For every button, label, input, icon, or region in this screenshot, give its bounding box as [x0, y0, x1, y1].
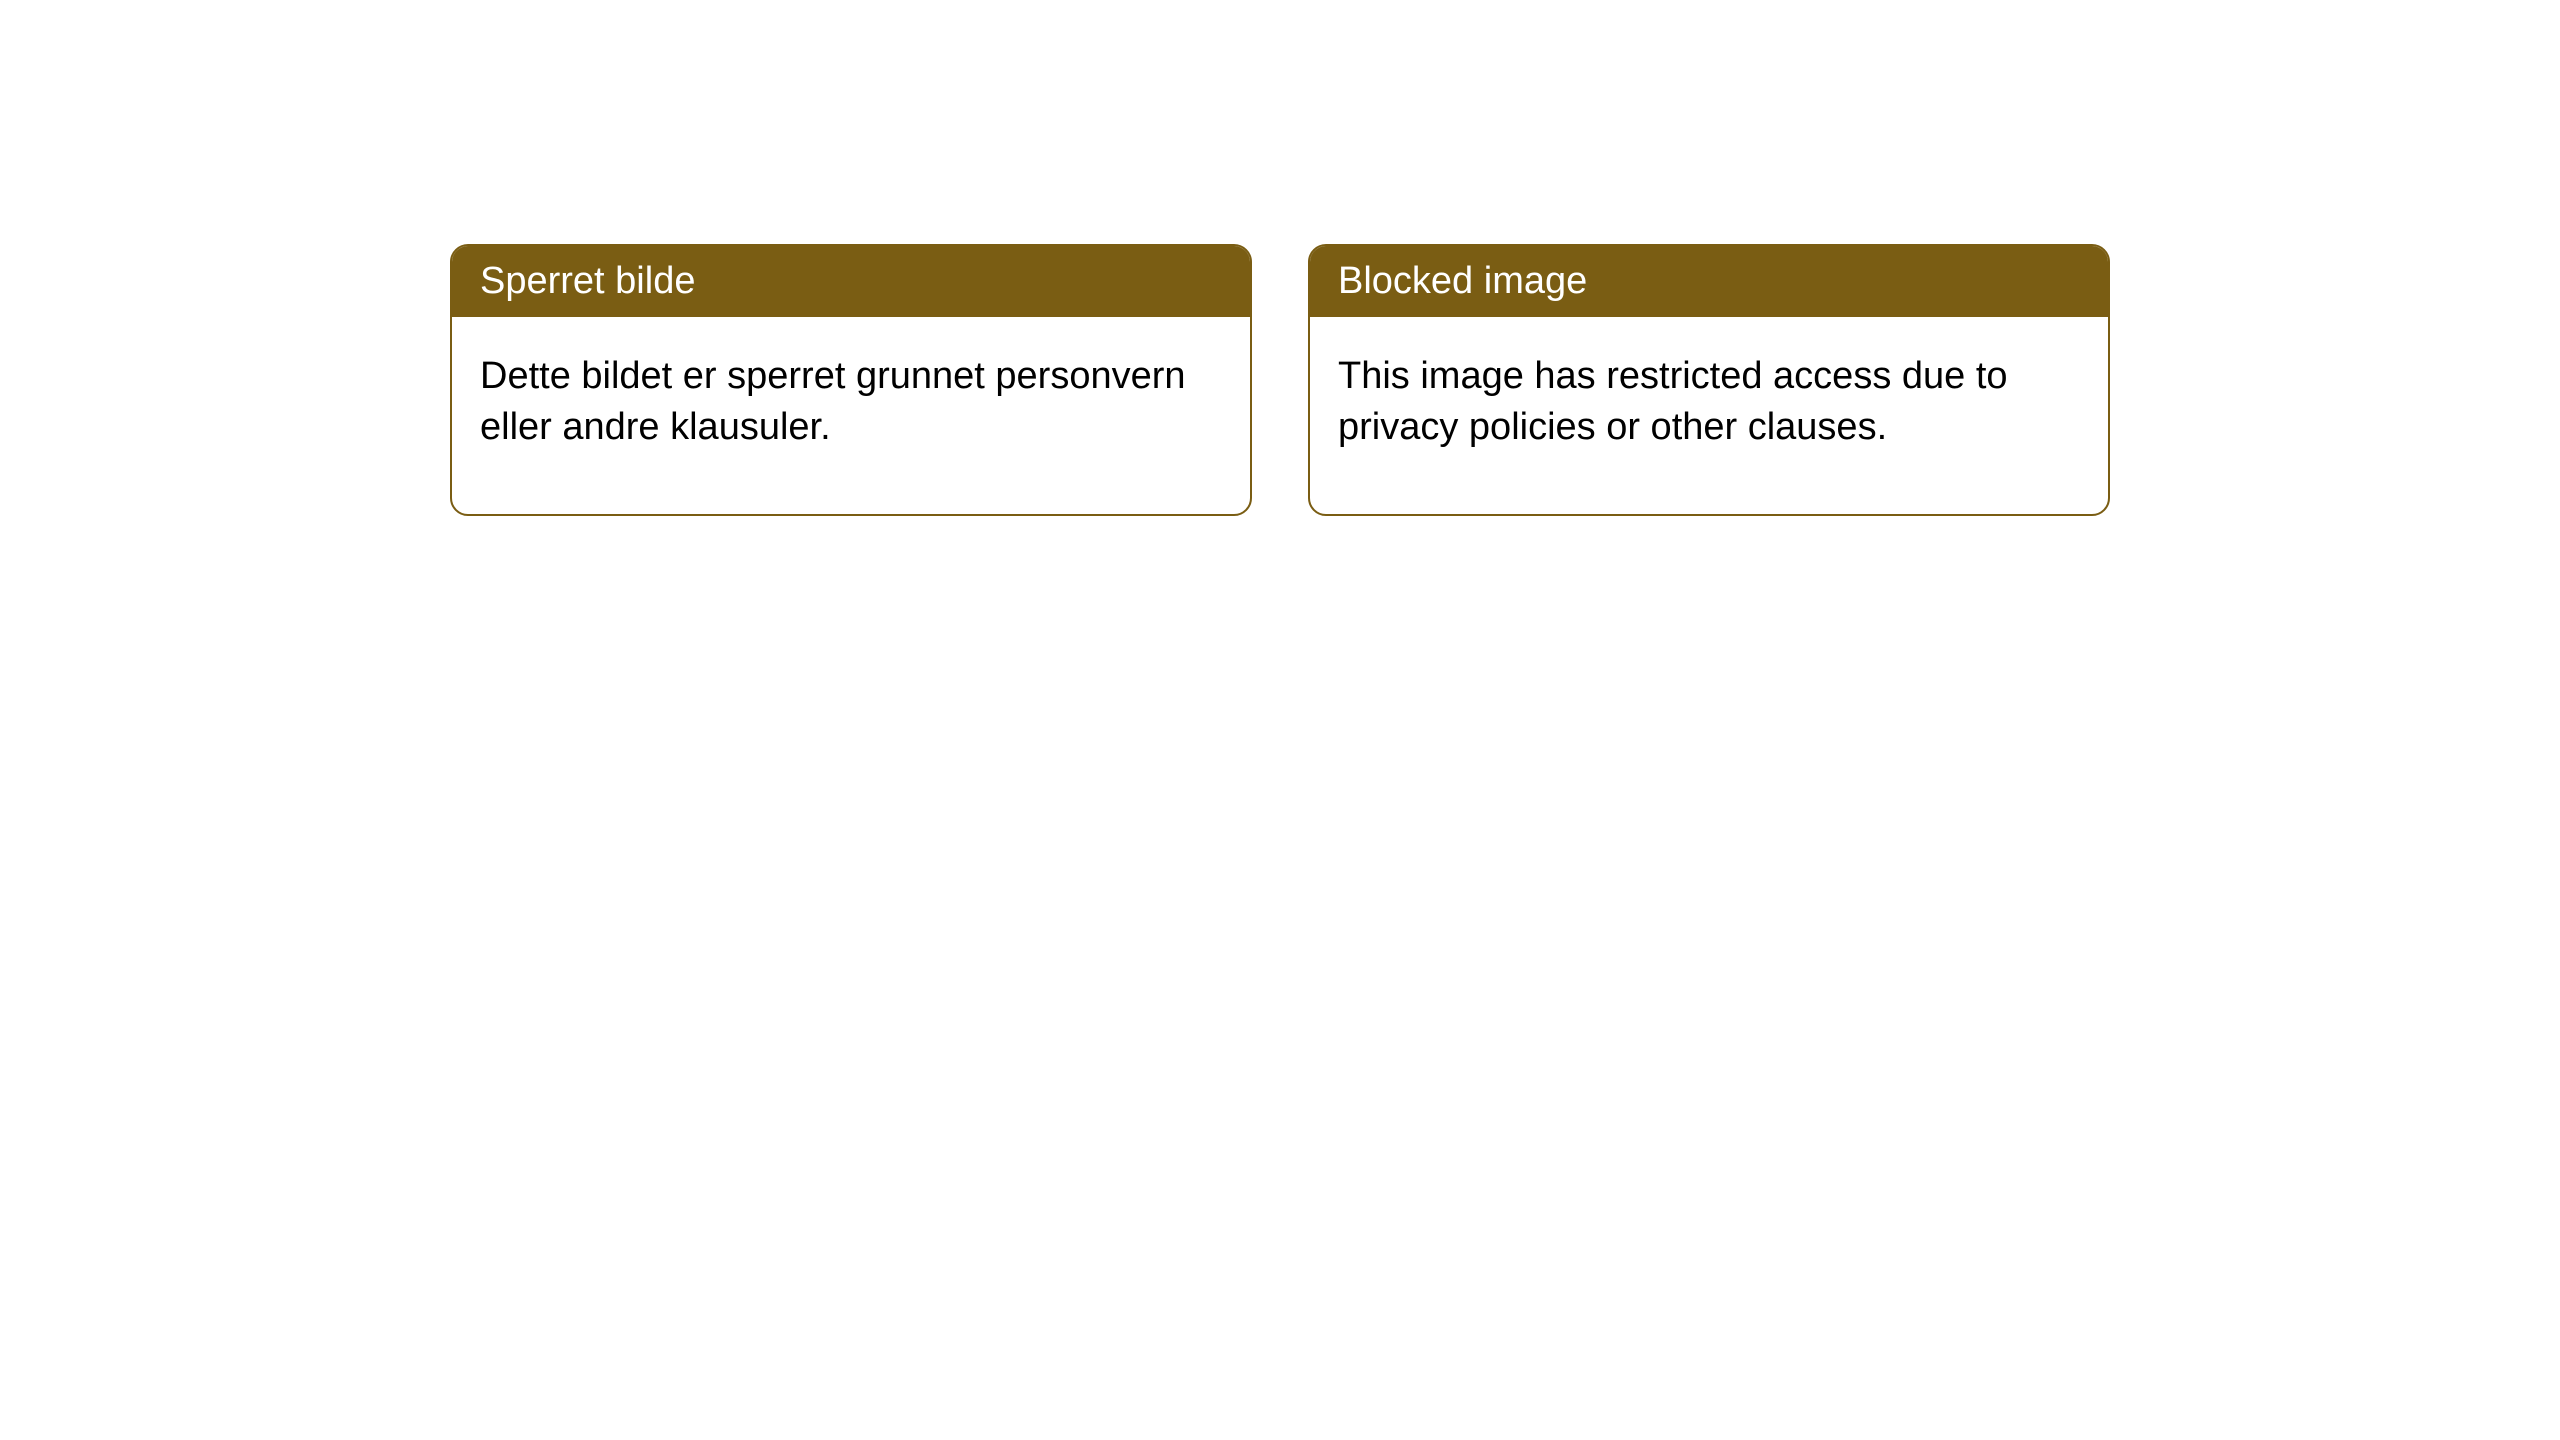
card-message-en: This image has restricted access due to … — [1338, 355, 2008, 448]
notice-container: Sperret bilde Dette bildet er sperret gr… — [0, 0, 2560, 760]
card-header-no: Sperret bilde — [452, 246, 1250, 317]
card-title-en: Blocked image — [1338, 260, 1587, 302]
card-header-en: Blocked image — [1310, 246, 2108, 317]
card-body-en: This image has restricted access due to … — [1310, 317, 2108, 514]
card-message-no: Dette bildet er sperret grunnet personve… — [480, 355, 1186, 448]
card-body-no: Dette bildet er sperret grunnet personve… — [452, 317, 1250, 514]
blocked-image-card-no: Sperret bilde Dette bildet er sperret gr… — [450, 244, 1252, 516]
blocked-image-card-en: Blocked image This image has restricted … — [1308, 244, 2110, 516]
card-title-no: Sperret bilde — [480, 260, 695, 302]
